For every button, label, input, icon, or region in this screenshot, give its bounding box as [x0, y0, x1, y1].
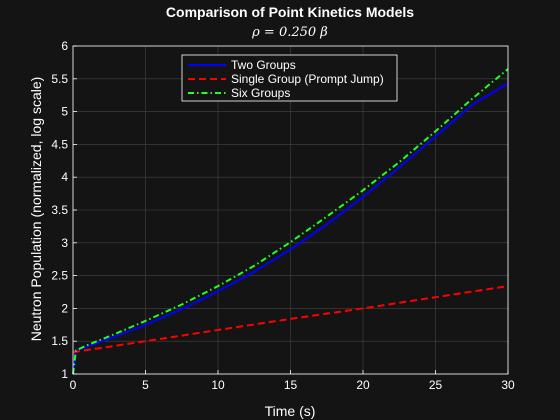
- y-tick-label: 2.5: [51, 269, 68, 283]
- legend-label-2: Single Group (Prompt Jump): [231, 72, 384, 86]
- y-tick-label: 3: [61, 236, 68, 250]
- x-tick-label: 5: [142, 378, 149, 392]
- series-layer: [72, 68, 509, 375]
- x-tick-label: 15: [284, 378, 298, 392]
- y-tick-label: 1.5: [51, 334, 68, 348]
- y-axis-label: Neutron Population (normalized, log scal…: [28, 77, 44, 342]
- y-tick-label: 2: [61, 301, 68, 315]
- chart-title: Comparison of Point Kinetics Models: [166, 4, 414, 20]
- x-axis-label: Time (s): [265, 403, 316, 419]
- y-tick-label: 4: [61, 170, 68, 184]
- y-tick-label: 3.5: [51, 203, 68, 217]
- y-ticks: 1 1.5 2 2.5 3 3.5 4 4.5 5 5.5 6: [51, 39, 77, 381]
- x-tick-label: 25: [429, 378, 443, 392]
- chart-subtitle: ρ = 0.250 β: [251, 25, 328, 40]
- x-tick-label: 30: [501, 378, 515, 392]
- x-tick-label: 0: [70, 378, 77, 392]
- legend-label-3: Six Groups: [231, 86, 290, 100]
- x-tick-label: 20: [356, 378, 370, 392]
- legend-label-1: Two Groups: [231, 58, 296, 72]
- series-line-1: [72, 82, 509, 375]
- y-tick-label: 4.5: [51, 137, 68, 151]
- x-tick-label: 10: [211, 378, 225, 392]
- y-tick-label: 1: [61, 367, 68, 381]
- series-line-3: [72, 68, 509, 375]
- x-ticks: 0 5 10 15 20 25 30: [70, 370, 515, 392]
- y-tick-label: 5: [61, 105, 68, 119]
- y-tick-label: 5.5: [51, 72, 68, 86]
- y-tick-label: 6: [61, 39, 68, 53]
- series-line-2: [72, 285, 509, 354]
